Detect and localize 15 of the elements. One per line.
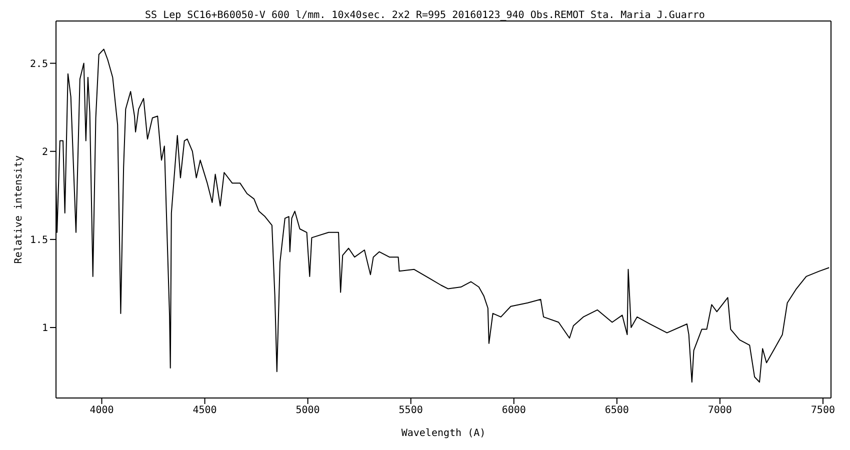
y-tick-label: 1: [42, 323, 48, 334]
x-tick-label: 7000: [708, 405, 732, 416]
x-tick-label: 6500: [604, 405, 629, 416]
x-tick-label: 5000: [296, 405, 320, 416]
x-tick-label: 6000: [502, 405, 526, 416]
y-tick-label: 1.5: [30, 235, 48, 246]
x-tick-label: 7500: [810, 405, 836, 416]
x-tick-label: 5500: [398, 405, 423, 416]
y-tick-label: 2: [42, 146, 48, 158]
x-tick-label: 4000: [90, 405, 114, 416]
y-axis-title: Relative intensity: [14, 155, 25, 264]
x-axis-title: Wavelength (A): [401, 428, 486, 439]
x-tick-label: 4500: [192, 405, 217, 416]
chart-title: SS Lep SC16+B60050-V 600 l/mm. 10x40sec. 2x2 R=995 20160123_940 Obs.REMOT Sta. Maria J.Guarro: [144, 10, 706, 21]
y-tick-label: 2.5: [30, 58, 48, 70]
